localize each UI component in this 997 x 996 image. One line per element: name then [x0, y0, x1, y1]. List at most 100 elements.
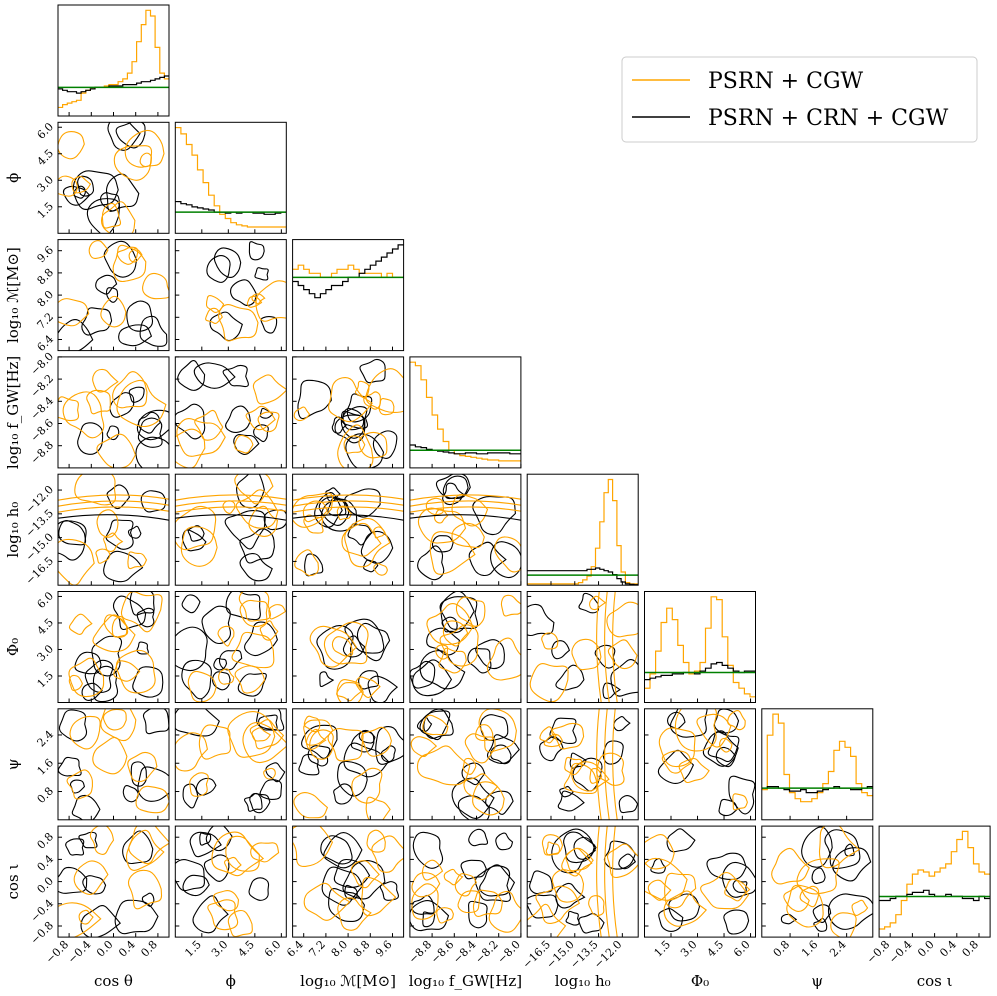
- panel-logf-vs-logf: [409, 356, 522, 469]
- contour-black: [142, 708, 169, 735]
- contour-orange: [58, 902, 102, 938]
- panel-frame: [174, 708, 287, 821]
- hist-black-phi: [175, 200, 287, 215]
- panel-content: [175, 708, 287, 814]
- contour-black: [107, 122, 141, 151]
- contour-orange: [128, 826, 169, 865]
- contour-black: [58, 520, 87, 561]
- contour-black: [304, 553, 324, 577]
- x-tick-label: 2.4: [827, 938, 849, 960]
- contour-black: [118, 324, 153, 347]
- panel-content: [292, 826, 404, 931]
- contour-orange: [69, 715, 101, 750]
- contour-black: [136, 409, 169, 441]
- contour-orange: [425, 497, 445, 516]
- y-tick-label: 4.5: [35, 616, 57, 638]
- contour-black: [613, 716, 631, 732]
- panel-frame: [57, 239, 170, 352]
- contour-orange: [62, 391, 105, 439]
- panel-logh-vs-costheta: −16.5−15.0−13.5−12.0: [23, 473, 170, 587]
- panel-frame: [174, 121, 287, 234]
- hist-black-logf: [409, 444, 521, 455]
- y-tick-label: 2.4: [35, 728, 57, 750]
- x-tick-label: 1.6: [799, 938, 821, 960]
- contour-black: [440, 591, 475, 634]
- contour-orange: [112, 244, 147, 283]
- contour-orange: [116, 379, 167, 428]
- panel-Phi0-vs-costheta: 1.5 3.0 4.5 6.0: [35, 589, 170, 703]
- panel-content: [309, 618, 399, 703]
- contour-orange: [175, 505, 217, 551]
- panel-phi-vs-costheta: 1.5 3.0 4.5 6.0: [35, 120, 170, 234]
- contour-orange: [309, 729, 334, 760]
- contour-black: [248, 241, 265, 261]
- contour-orange: [361, 876, 397, 917]
- contour-orange: [457, 890, 481, 914]
- contour-orange: [74, 474, 117, 506]
- contour-orange: [589, 595, 607, 611]
- contour-orange: [409, 500, 521, 507]
- contour-black: [811, 867, 826, 885]
- contour-orange: [234, 434, 254, 454]
- contour-black: [495, 832, 514, 851]
- panel-content: [771, 826, 873, 938]
- panel-cosiota-vs-logM: 6.4 7.2 8.0 8.8 9.6: [284, 825, 405, 960]
- y-tick-label: 6.0: [35, 589, 57, 611]
- contour-black: [103, 550, 144, 583]
- contour-orange: [663, 890, 708, 927]
- contour-black: [706, 852, 747, 880]
- panel-content: [205, 241, 287, 342]
- contour-orange: [231, 631, 275, 669]
- contour-black: [82, 875, 107, 895]
- contour-orange: [700, 872, 749, 910]
- contour-black: [618, 853, 637, 870]
- x-axis-label-phi: ϕ: [226, 972, 236, 990]
- contour-black: [610, 659, 639, 697]
- contour-black: [666, 828, 696, 853]
- contour-orange: [251, 727, 272, 742]
- contour-orange: [644, 857, 688, 901]
- contour-orange: [612, 708, 618, 820]
- contour-orange: [411, 872, 441, 898]
- contour-black: [813, 917, 828, 932]
- panel-frame: [174, 356, 287, 469]
- contour-orange: [292, 492, 334, 528]
- contour-orange: [539, 726, 557, 744]
- contour-black: [314, 492, 343, 528]
- contour-black: [468, 541, 507, 577]
- contour-orange: [421, 859, 444, 881]
- contour-orange: [543, 733, 563, 748]
- hist-orange-cosiota: [879, 830, 991, 930]
- contour-black: [358, 670, 380, 690]
- x-axis-label-Phi0: Φ₀: [691, 972, 709, 990]
- contour-black: [128, 386, 145, 403]
- contour-orange: [463, 773, 499, 801]
- x-tick-label: −0.4: [65, 938, 93, 966]
- contour-black: [259, 407, 274, 419]
- contour-orange: [661, 750, 693, 774]
- contour-black: [409, 514, 521, 521]
- contour-black: [333, 783, 354, 805]
- contour-black: [412, 659, 453, 697]
- contour-black: [451, 777, 495, 819]
- contour-black: [205, 826, 233, 852]
- contour-black: [175, 626, 208, 672]
- contour-orange: [336, 682, 363, 702]
- contour-orange: [58, 131, 85, 160]
- contour-orange: [102, 708, 127, 731]
- contour-black: [718, 798, 738, 817]
- panel-content: [761, 713, 873, 803]
- contour-orange: [96, 433, 137, 468]
- x-tick-label: 7.2: [306, 938, 328, 960]
- x-tick-label: −0.4: [886, 938, 914, 966]
- panel-content: [644, 596, 756, 698]
- contour-black: [345, 433, 385, 468]
- contour-black: [103, 240, 138, 278]
- panel-frame: [644, 591, 756, 703]
- contour-orange: [551, 722, 585, 750]
- y-tick-label: −8.0: [28, 350, 56, 378]
- contour-black: [529, 870, 553, 895]
- contour-black: [379, 881, 399, 901]
- x-tick-label: −8.8: [406, 938, 434, 966]
